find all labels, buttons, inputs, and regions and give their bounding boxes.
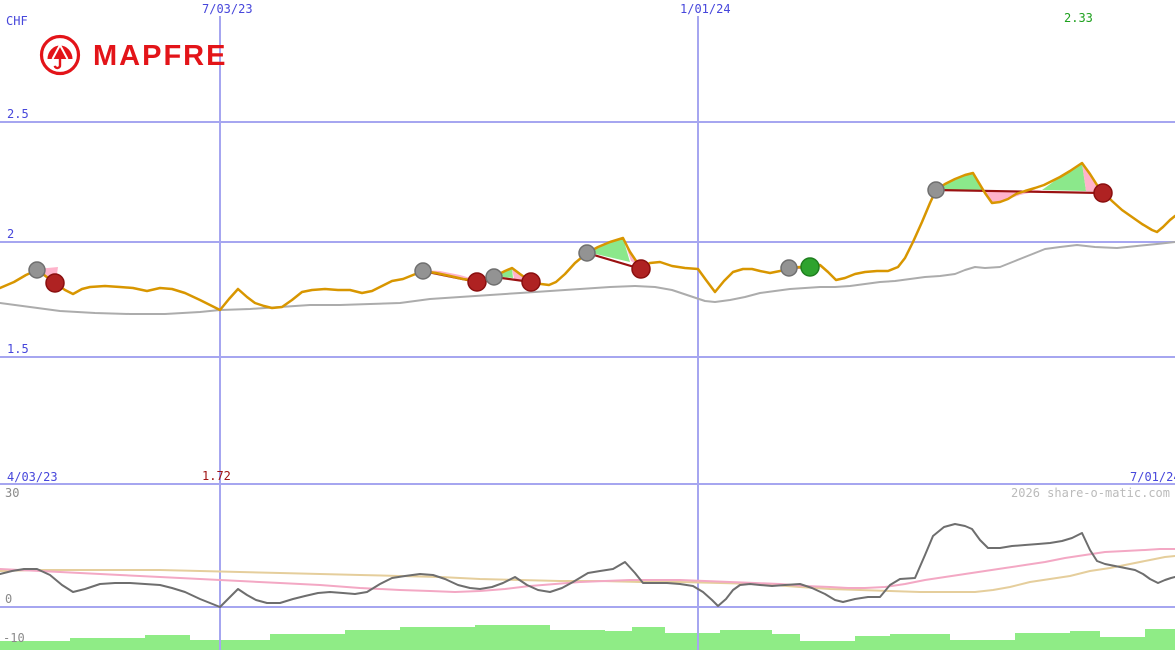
start-date-label: 4/03/23 <box>7 470 58 484</box>
gridline-date-label-2: 1/01/24 <box>680 2 731 16</box>
end-date-label: 7/01/24 <box>1130 470 1175 484</box>
signal_pink-line <box>0 548 1175 593</box>
entry-dot <box>485 268 503 286</box>
osc-tick-m10: -10 <box>3 631 25 645</box>
trade-shade-green <box>936 172 984 191</box>
benchmark-line <box>0 241 1175 315</box>
mapfre-umbrella-icon <box>39 34 81 76</box>
exit-dot <box>631 259 651 279</box>
max-price-label: 2.33 <box>1064 11 1093 25</box>
entry-dot <box>414 262 432 280</box>
currency-label: CHF <box>6 14 28 28</box>
brand-wordmark: MAPFRE <box>93 39 228 72</box>
trade-line <box>935 188 1104 195</box>
min-price-label: 1.72 <box>202 469 231 483</box>
watermark: 2026 share-o-matic.com <box>1011 486 1170 500</box>
exit-dot <box>1093 183 1113 203</box>
volume-area <box>0 625 1175 650</box>
exit-dot <box>45 273 65 293</box>
osc-tick-30: 30 <box>5 486 20 500</box>
gridline-date-label-1: 7/03/23 <box>202 2 253 16</box>
entry-dot <box>28 261 46 279</box>
price-tick-1-5: 1.5 <box>7 342 29 356</box>
signal_tan-line <box>0 555 1175 593</box>
exit-dot <box>521 272 541 292</box>
price-tick-2: 2 <box>7 227 15 241</box>
win-exit-dot <box>800 257 820 277</box>
price-tick-2-5: 2.5 <box>7 107 29 121</box>
trade-shade-green <box>1042 163 1086 191</box>
exit-dot <box>467 272 487 292</box>
entry-dot <box>780 259 798 277</box>
trade-shade-green <box>587 238 630 262</box>
brand-logo: MAPFRE <box>38 33 227 77</box>
oscillator-line <box>0 523 1175 608</box>
price-line <box>0 161 1175 312</box>
entry-dot <box>578 244 596 262</box>
entry-dot <box>927 181 945 199</box>
osc-tick-0: 0 <box>5 592 13 606</box>
